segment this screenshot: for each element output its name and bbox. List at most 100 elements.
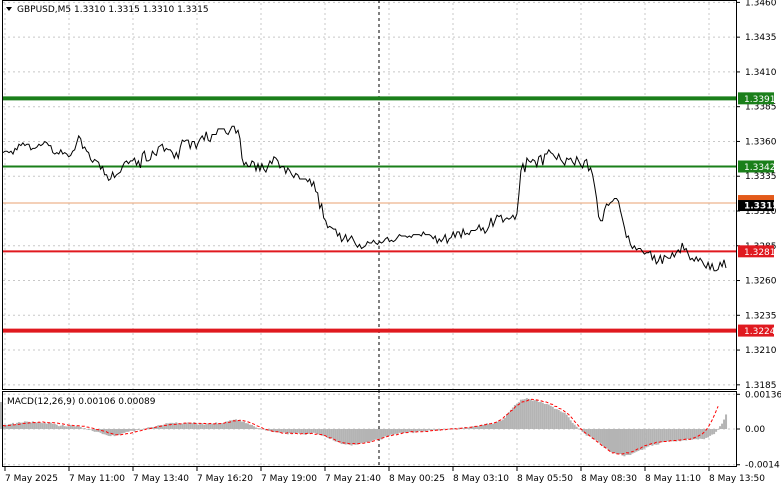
macd-bar: [486, 423, 489, 429]
macd-bar: [175, 422, 178, 429]
symbol-info: GBPUSD,M5 1.3310 1.3315 1.3310 1.3315: [17, 5, 209, 15]
macd-bar: [67, 426, 70, 429]
macd-bar: [340, 429, 343, 445]
macd-bar: [507, 412, 510, 429]
price-pane-frame: [2, 0, 737, 390]
macd-bar: [709, 429, 712, 436]
macd-bar: [286, 429, 289, 435]
macd-bar: [490, 423, 493, 429]
macd-bar: [537, 401, 540, 429]
macd-bar: [141, 429, 144, 430]
macd-bar: [117, 429, 120, 436]
macd-bar: [235, 419, 238, 429]
macd-bar: [306, 429, 309, 434]
price-tick-label: 1.3260: [745, 277, 777, 287]
macd-bar: [169, 422, 172, 429]
macd-bar: [366, 429, 369, 443]
macd-bar: [380, 429, 383, 440]
macd-bar: [39, 422, 42, 429]
macd-bar: [629, 429, 632, 456]
macd-bar: [478, 426, 481, 429]
triangle-down-icon[interactable]: [6, 7, 12, 11]
macd-bar: [693, 429, 696, 440]
macd-bar: [71, 425, 74, 429]
macd-bar: [595, 429, 598, 441]
macd-bar: [191, 423, 194, 429]
macd-bar: [533, 400, 536, 429]
macd-bar: [272, 429, 275, 433]
macd-bar: [324, 429, 327, 436]
macd-bar: [575, 426, 578, 429]
macd-bar: [346, 429, 349, 445]
price-series: [2, 125, 727, 272]
macd-bar: [9, 423, 12, 429]
price-tick-label: 1.3185: [745, 381, 777, 391]
macd-bar: [115, 429, 118, 435]
macd-bar: [245, 423, 248, 429]
macd-bar: [501, 419, 504, 429]
macd-bar: [195, 423, 198, 429]
macd-bar: [276, 429, 279, 433]
macd-bar: [69, 424, 72, 429]
macd-bar: [587, 429, 590, 436]
macd-bar: [491, 423, 494, 429]
macd-bar: [165, 423, 168, 429]
macd-bar: [615, 429, 618, 455]
macd-bar: [400, 429, 403, 434]
macd-bar: [35, 422, 38, 429]
macd-bar: [123, 429, 126, 433]
macd-bar: [657, 429, 660, 445]
macd-bar: [27, 421, 30, 429]
macd-tick-label: 0.00136: [745, 390, 781, 400]
macd-bar: [715, 429, 718, 432]
macd-bar: [41, 423, 44, 429]
macd-bar: [396, 429, 399, 435]
macd-bar: [280, 429, 283, 433]
macd-bar: [448, 429, 451, 430]
macd-bar: [436, 429, 439, 430]
macd-bar: [418, 429, 421, 432]
macd-bar: [711, 429, 714, 435]
macd-bar: [360, 429, 363, 444]
macd-bar: [368, 429, 371, 442]
macd-bar: [3, 424, 6, 429]
macd-bar: [51, 423, 54, 429]
macd-bar: [147, 427, 150, 429]
macd-bar: [386, 429, 389, 437]
macd-bar: [95, 429, 98, 432]
price-tick-label: 1.3210: [745, 346, 777, 356]
macd-bar: [543, 403, 546, 429]
macd-bar: [181, 423, 184, 429]
macd-bar: [161, 425, 164, 429]
macd-bar: [328, 429, 331, 439]
macd-bar: [205, 424, 208, 429]
macd-bar: [13, 424, 16, 429]
macd-bar: [23, 421, 26, 429]
level-lines: [3, 96, 736, 333]
macd-bar: [573, 424, 576, 429]
macd-bar: [470, 427, 473, 429]
macd-bar: [631, 429, 634, 454]
macd-bar: [645, 429, 648, 448]
macd-bar: [605, 429, 608, 449]
macd-bar: [75, 425, 78, 429]
macd-bar: [91, 429, 94, 432]
macd-bar: [246, 423, 249, 429]
macd-bar: [484, 423, 487, 429]
macd-bar: [675, 429, 678, 442]
macd-bar: [689, 429, 692, 440]
macd-bar: [697, 429, 700, 440]
macd-tick-label: 0.00: [745, 425, 765, 435]
macd-bar: [177, 423, 180, 429]
macd-bar: [651, 429, 654, 446]
macd-bar: [0, 401, 2, 429]
macd-bar: [402, 429, 405, 434]
macd-bar: [577, 428, 580, 430]
macd-bar: [131, 429, 134, 431]
macd-bar: [474, 426, 477, 429]
macd-bar: [611, 429, 614, 453]
macd-bar: [695, 429, 698, 440]
